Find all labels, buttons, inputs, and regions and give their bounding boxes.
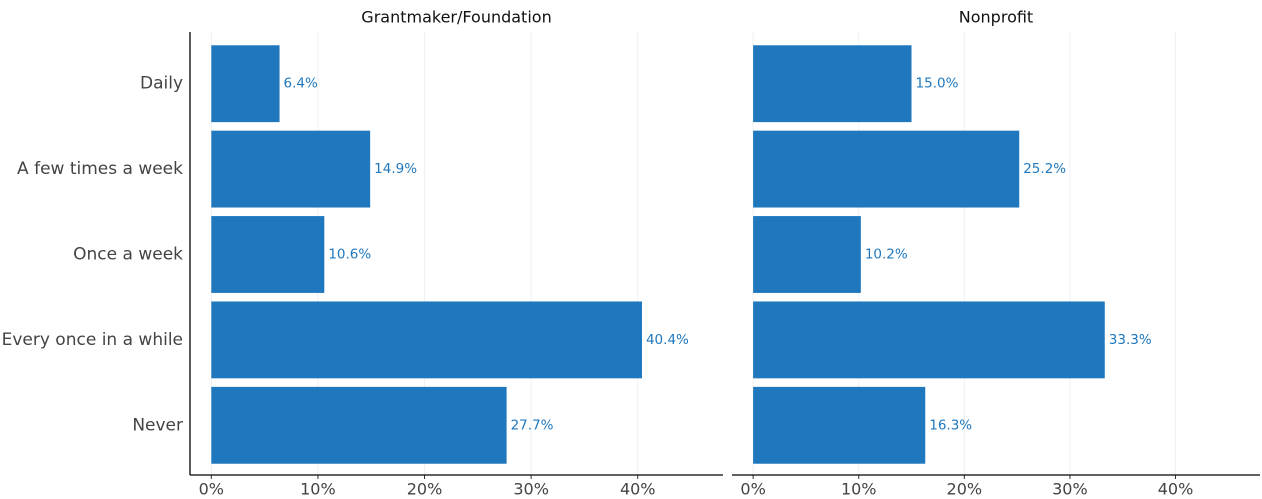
data-label: 10.6% bbox=[328, 247, 371, 263]
x-tick-label: 30% bbox=[513, 480, 549, 499]
data-label: 16.3% bbox=[929, 417, 972, 433]
bar bbox=[211, 130, 371, 208]
x-tick-label: 20% bbox=[407, 480, 443, 499]
data-label: 27.7% bbox=[511, 417, 554, 433]
data-label: 25.2% bbox=[1023, 161, 1066, 177]
bar bbox=[753, 45, 912, 123]
data-label: 15.0% bbox=[916, 76, 959, 92]
bar bbox=[211, 301, 642, 379]
bar bbox=[753, 216, 861, 293]
data-label: 14.9% bbox=[374, 161, 417, 177]
bar bbox=[753, 130, 1020, 208]
x-tick-label: 10% bbox=[841, 480, 877, 499]
x-tick-label: 0% bbox=[740, 480, 765, 499]
x-tick-label: 20% bbox=[947, 480, 983, 499]
x-tick-label: 40% bbox=[620, 480, 656, 499]
x-tick-label: 0% bbox=[199, 480, 224, 499]
y-tick-label: Every once in a while bbox=[2, 330, 183, 350]
bar bbox=[211, 45, 280, 123]
panel-title: Grantmaker/Foundation bbox=[361, 8, 551, 27]
bar bbox=[211, 386, 507, 464]
y-tick-label: Never bbox=[132, 415, 183, 435]
y-tick-label: Daily bbox=[140, 74, 183, 94]
y-tick-label: A few times a week bbox=[17, 159, 183, 179]
data-label: 40.4% bbox=[646, 332, 689, 348]
panel-title: Nonprofit bbox=[959, 8, 1033, 27]
x-tick-label: 10% bbox=[300, 480, 336, 499]
data-label: 33.3% bbox=[1109, 332, 1152, 348]
x-tick-label: 40% bbox=[1158, 480, 1194, 499]
x-tick-label: 30% bbox=[1052, 480, 1088, 499]
bar bbox=[753, 301, 1105, 379]
y-tick-label: Once a week bbox=[73, 245, 183, 265]
data-label: 10.2% bbox=[865, 247, 908, 263]
bar bbox=[753, 386, 926, 464]
data-label: 6.4% bbox=[284, 76, 318, 92]
bar bbox=[211, 216, 325, 293]
